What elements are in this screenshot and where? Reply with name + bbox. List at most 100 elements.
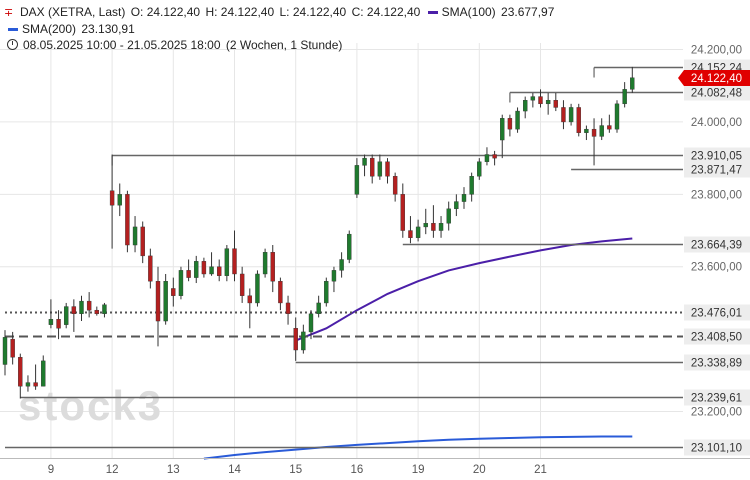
date-range: 08.05.2025 10:00 - 21.05.2025 18:00 xyxy=(23,38,221,52)
y-tick-label: 23.800,00 xyxy=(691,189,742,201)
level-label-box xyxy=(684,161,750,178)
candle-body xyxy=(79,300,84,315)
candle-body xyxy=(247,295,253,304)
candle-body xyxy=(561,107,566,123)
candle-body xyxy=(293,328,298,351)
candle-body xyxy=(484,154,490,162)
candle-body xyxy=(56,319,61,329)
candle-body xyxy=(523,100,528,112)
candle-body xyxy=(584,128,589,133)
candle-body xyxy=(492,154,497,159)
x-tick-label: 19 xyxy=(412,464,425,476)
candle-body xyxy=(568,107,574,123)
candle-body xyxy=(270,252,275,282)
low-value: L: 24.122,40 xyxy=(279,5,347,19)
price-levels: 24.152,2424.082,4823.910,0523.871,4723.6… xyxy=(5,59,750,456)
candle-body xyxy=(316,302,321,315)
sma100-label[interactable]: SMA(100) xyxy=(441,5,496,19)
x-tick-label: 15 xyxy=(289,464,302,476)
candle-body xyxy=(117,194,122,206)
candle-body xyxy=(209,266,214,275)
legend-row-1: ∓ DAX (XETRA, Last) O: 24.122,40 H: 24.12… xyxy=(4,4,556,21)
candle-body xyxy=(71,306,77,315)
candle-body xyxy=(148,255,153,282)
level-label-box xyxy=(684,439,750,456)
candle-body xyxy=(278,281,283,304)
level-label: 23.664,39 xyxy=(691,240,742,252)
candle-body xyxy=(239,273,245,296)
candle-body xyxy=(308,313,314,333)
x-tick-label: 21 xyxy=(534,464,547,476)
axes: 24.200,00 24.000,00 23.800,00 23.600,00 23.2… xyxy=(0,45,750,476)
sma100-swatch xyxy=(427,11,438,15)
x-tick-label: 20 xyxy=(473,464,486,476)
candle-body xyxy=(347,233,352,260)
candle-body xyxy=(301,331,306,351)
candle-body xyxy=(232,248,237,275)
candle-body xyxy=(500,118,505,141)
candle-body xyxy=(18,357,23,387)
candle-body xyxy=(186,270,191,278)
candle-body xyxy=(25,382,31,387)
legend-row-3: 08.05.2025 10:00 - 21.05.2025 18:00 (2 W… xyxy=(4,37,344,53)
sma200-swatch xyxy=(8,28,18,32)
candle-body xyxy=(178,270,184,296)
candle-body xyxy=(599,125,604,137)
level-label: 23.101,10 xyxy=(691,443,742,455)
level-label-box xyxy=(684,354,750,371)
clock-icon xyxy=(7,39,18,50)
candle-body xyxy=(194,261,199,278)
instrument-name[interactable]: DAX (XETRA, Last) xyxy=(20,5,126,19)
candle-body xyxy=(33,382,38,387)
y-tick-label: 24.200,00 xyxy=(691,45,742,57)
candle-body xyxy=(477,161,482,177)
period-label: (2 Wochen, 1 Stunde) xyxy=(225,38,343,52)
level-label: 23.239,61 xyxy=(691,393,742,405)
high-value: H: 24.122,40 xyxy=(205,5,275,19)
sma100-value: 23.677,97 xyxy=(501,5,555,19)
candle-body xyxy=(454,201,459,210)
candle-body xyxy=(132,226,138,246)
candle-body xyxy=(446,208,451,224)
candle-body xyxy=(576,107,581,133)
level-label-box xyxy=(684,304,750,321)
sma200-label[interactable]: SMA(200) xyxy=(22,22,77,36)
last-price-label: 24.122,40 xyxy=(691,73,742,85)
level-label-box xyxy=(684,147,750,164)
level-label: 23.871,47 xyxy=(691,165,742,177)
candle-body xyxy=(469,176,474,195)
candle-body xyxy=(591,128,597,137)
candle-body xyxy=(331,270,337,282)
level-label: 23.338,89 xyxy=(691,358,742,370)
y-tick-label: 23.200,00 xyxy=(691,407,742,419)
last-price-tag xyxy=(678,70,750,86)
candle-body xyxy=(438,223,444,231)
candle-body xyxy=(201,261,207,275)
level-label-box xyxy=(684,236,750,253)
y-tick-label: 23.600,00 xyxy=(691,262,742,274)
candle-body xyxy=(125,194,130,246)
candle-body xyxy=(622,89,627,105)
level-label: 23.476,01 xyxy=(691,308,742,320)
sma200-line xyxy=(203,435,633,460)
chart-type-icon: ∓ xyxy=(4,7,14,19)
candle-body xyxy=(461,194,467,202)
candle-body xyxy=(515,110,520,130)
close-value: C: 24.122,40 xyxy=(351,5,421,19)
candle-body xyxy=(63,306,69,325)
candle-body xyxy=(48,319,54,325)
candle-body xyxy=(507,118,513,130)
candle-body xyxy=(216,266,222,276)
candle-body xyxy=(285,302,291,315)
candle-body xyxy=(377,161,383,177)
candle-body xyxy=(354,165,360,195)
x-tick-label: 9 xyxy=(48,464,54,476)
candle-body xyxy=(262,252,268,275)
candle-body xyxy=(630,77,635,90)
candle-body xyxy=(255,273,260,304)
candle-body xyxy=(431,223,436,231)
candle-body xyxy=(94,309,100,315)
candle-body xyxy=(530,96,536,101)
